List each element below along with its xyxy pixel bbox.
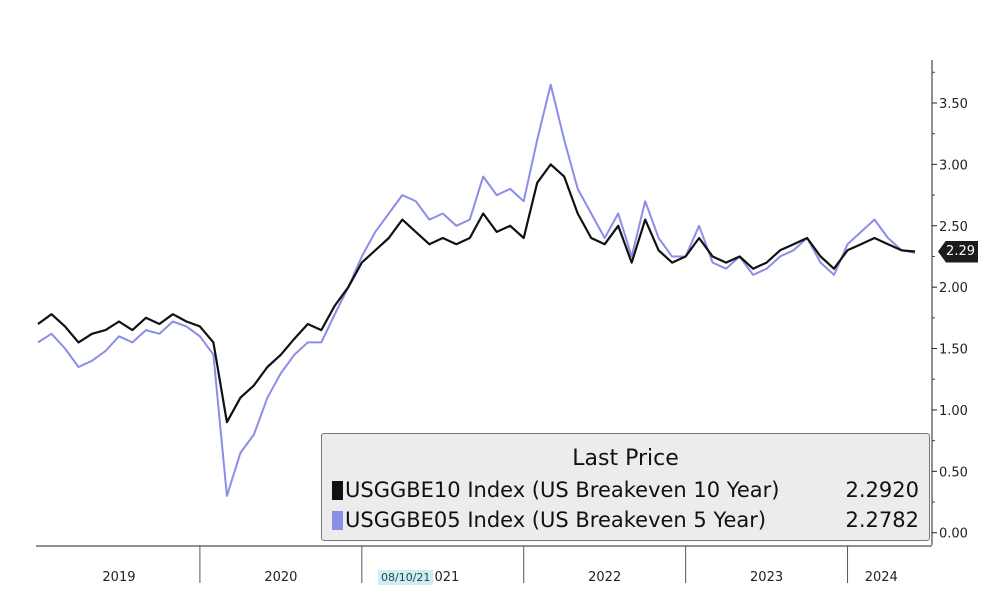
y-tick-label-5: 2.50 bbox=[939, 220, 968, 235]
y-tick-label-7: 3.50 bbox=[939, 97, 968, 112]
series-line-0 bbox=[37, 163, 916, 424]
x-year-label-0: 2019 bbox=[102, 570, 135, 585]
legend-value-10y: 2.2920 bbox=[845, 478, 919, 502]
x-year-label-2: 2021 bbox=[426, 570, 459, 585]
legend-swatch-10y bbox=[332, 480, 343, 500]
y-tick-label-1: 0.50 bbox=[939, 465, 968, 480]
series-line-1 bbox=[37, 83, 916, 497]
legend-title: Last Price bbox=[572, 446, 679, 471]
last-value-tag: 2.29 bbox=[938, 240, 978, 263]
legend-name-10y: USGGBE10 Index (US Breakeven 10 Year) bbox=[345, 478, 780, 502]
y-tick-label-6: 3.00 bbox=[939, 158, 968, 173]
y-tick-label-0: 0.00 bbox=[939, 527, 968, 542]
series-lines bbox=[37, 83, 916, 497]
x-year-label-5: 2024 bbox=[865, 570, 898, 585]
x-year-label-4: 2023 bbox=[750, 570, 783, 585]
highlight-date-tag: 08/10/21 bbox=[378, 570, 434, 585]
y-tick-label-4: 2.00 bbox=[939, 281, 968, 296]
y-tick-label-2: 1.00 bbox=[939, 404, 968, 419]
legend-value-5y: 2.2782 bbox=[845, 508, 919, 532]
legend: Last Price USGGBE10 Index (US Breakeven … bbox=[321, 433, 930, 541]
legend-swatch-5y bbox=[332, 510, 343, 530]
legend-row-10y: USGGBE10 Index (US Breakeven 10 Year) 2.… bbox=[332, 478, 919, 502]
x-year-label-3: 2022 bbox=[588, 570, 621, 585]
x-year-label-1: 2020 bbox=[264, 570, 297, 585]
axes: 0.00 0.50 1.00 1.50 2.00 2.50 3.00 3.50 2019 2020… bbox=[36, 60, 968, 585]
legend-row-5y: USGGBE05 Index (US Breakeven 5 Year) 2.2… bbox=[332, 508, 919, 532]
legend-name-5y: USGGBE05 Index (US Breakeven 5 Year) bbox=[345, 508, 767, 532]
y-tick-label-3: 1.50 bbox=[939, 343, 968, 358]
